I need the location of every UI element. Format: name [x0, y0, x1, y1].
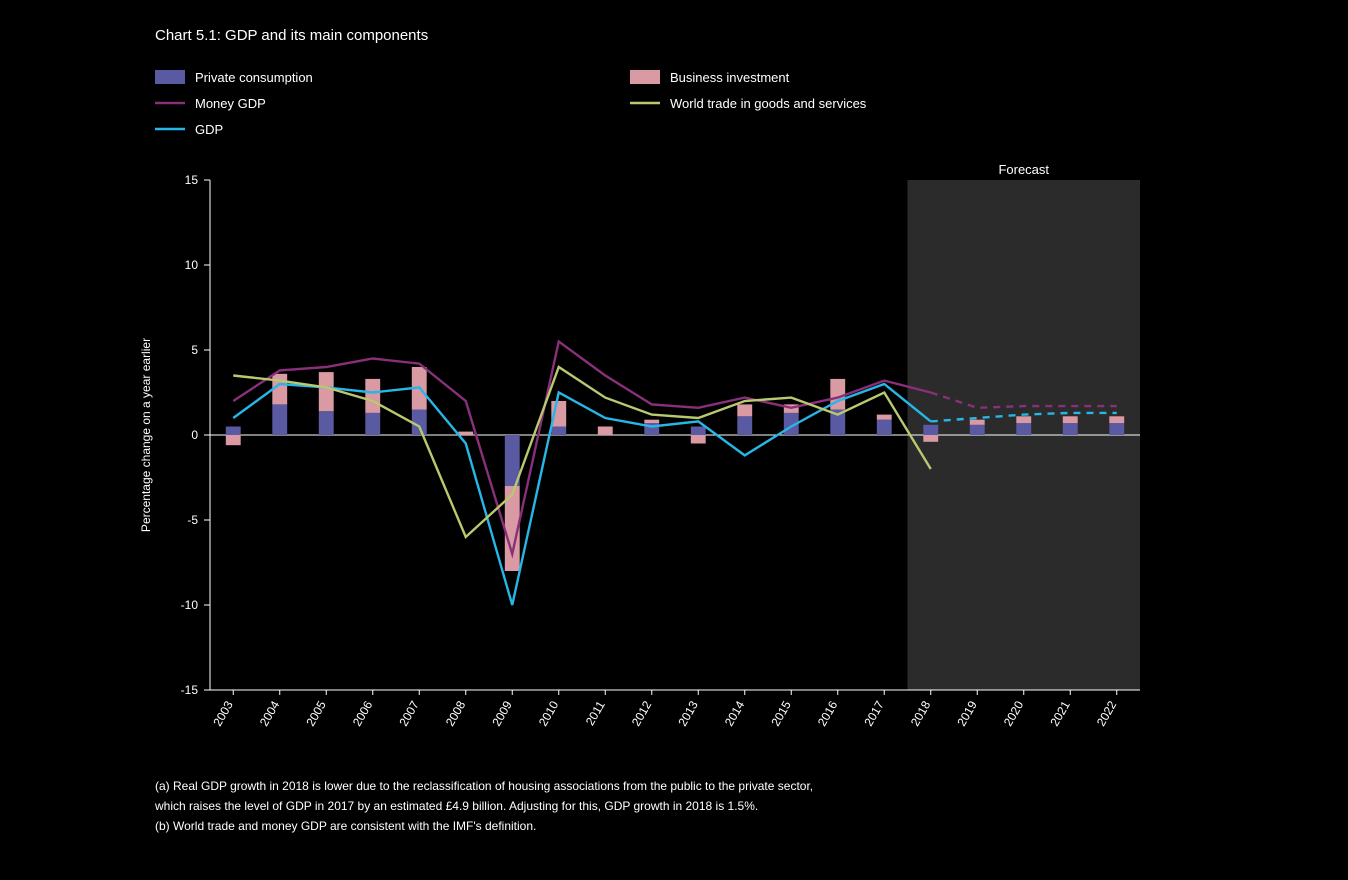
bar: [923, 435, 938, 442]
bar: [1016, 416, 1031, 423]
bar: [1063, 423, 1078, 435]
bar: [737, 404, 752, 416]
bar: [644, 420, 659, 423]
legend-label: GDP: [195, 122, 223, 137]
y-tick-label: -5: [187, 513, 198, 527]
bar: [319, 372, 334, 411]
bar: [1063, 416, 1078, 423]
bar: [970, 425, 985, 435]
y-axis-label: Percentage change on a year earlier: [139, 338, 153, 532]
bar: [970, 420, 985, 425]
bar: [365, 413, 380, 435]
legend-label: Business investment: [670, 70, 790, 85]
y-tick-label: 0: [191, 428, 198, 442]
bar: [551, 427, 566, 436]
y-tick-label: 15: [185, 173, 199, 187]
bar: [598, 427, 613, 436]
legend-label: Money GDP: [195, 96, 266, 111]
footnote: which raises the level of GDP in 2017 by…: [154, 799, 758, 813]
legend-swatch: [155, 70, 185, 84]
bar: [877, 415, 892, 420]
y-tick-label: 5: [191, 343, 198, 357]
bar: [319, 411, 334, 435]
chart-container: -15 -10 -5 0 5 10 15 Percentage change on a yea…: [0, 0, 1348, 880]
chart-svg: -15 -10 -5 0 5 10 15 Percentage change on a yea…: [0, 0, 1348, 880]
bar: [1109, 423, 1124, 435]
bar: [691, 427, 706, 436]
bar: [412, 410, 427, 436]
legend-label: Private consumption: [195, 70, 313, 85]
y-tick-label: 10: [185, 258, 199, 272]
footnote: (a) Real GDP growth in 2018 is lower due…: [155, 779, 813, 793]
bar: [1016, 423, 1031, 435]
bar: [691, 435, 706, 444]
bar: [226, 435, 241, 445]
y-tick-label: -15: [181, 683, 199, 697]
bar: [923, 425, 938, 435]
bar: [272, 404, 287, 435]
forecast-label: Forecast: [998, 162, 1049, 177]
bar: [737, 416, 752, 435]
legend-label: World trade in goods and services: [670, 96, 867, 111]
chart-title: Chart 5.1: GDP and its main components: [155, 27, 428, 44]
footnote: (b) World trade and money GDP are consis…: [155, 819, 536, 833]
y-tick-label: -10: [181, 598, 199, 612]
bar: [458, 432, 473, 435]
legend-swatch: [630, 70, 660, 84]
bar: [877, 420, 892, 435]
bar: [365, 379, 380, 413]
bar: [1109, 416, 1124, 423]
bar: [226, 427, 241, 436]
